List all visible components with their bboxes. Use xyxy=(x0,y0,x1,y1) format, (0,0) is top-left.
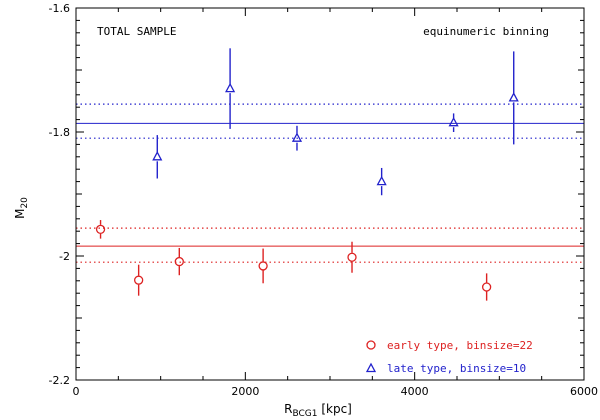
mean-lines xyxy=(76,122,584,247)
point-early xyxy=(347,252,357,262)
x-axis-title-sub: BCG1 xyxy=(292,409,317,419)
point-early xyxy=(258,261,268,271)
point-late xyxy=(152,150,163,161)
y-axis-title-text: M20 xyxy=(13,197,30,219)
point-early xyxy=(95,224,106,234)
point-late xyxy=(508,92,519,102)
y-tick-label: -2 xyxy=(59,250,70,263)
legend: early type, binsize=22 late type, binsiz… xyxy=(365,339,533,375)
annotation-binning: equinumeric binning xyxy=(423,25,549,38)
x-tick-label: 4000 xyxy=(401,385,429,398)
x-axis-title-unit: [kpc] xyxy=(318,402,352,416)
data-points xyxy=(95,48,519,301)
x-tick-label: 6000 xyxy=(570,385,598,398)
legend-label-early: early type, binsize=22 xyxy=(387,339,533,352)
y-tick-label: -1.8 xyxy=(49,126,70,139)
point-late xyxy=(448,116,459,127)
point-late xyxy=(225,82,236,93)
y-tick-label: -2.2 xyxy=(49,374,70,387)
x-axis-title-main: R xyxy=(284,402,292,416)
point-early xyxy=(481,282,492,292)
point-late xyxy=(291,132,303,142)
mean-bands xyxy=(76,103,584,263)
x-axis-title: RBCG1 [kpc] xyxy=(284,402,352,419)
legend-marker-early xyxy=(366,340,376,350)
legend-marker-late xyxy=(365,362,377,373)
x-tick-label: 2000 xyxy=(231,385,259,398)
point-early xyxy=(134,275,144,285)
legend-label-late: late type, binsize=10 xyxy=(387,362,526,375)
axis-ticks: 0 2000 4000 6000 -2.2 -2 -1.8 -1.6 xyxy=(49,2,598,398)
y-tick-label: -1.6 xyxy=(49,2,70,15)
annotation-total-sample: TOTAL SAMPLE xyxy=(97,25,176,38)
x-tick-label: 0 xyxy=(73,385,80,398)
point-late xyxy=(376,175,387,186)
point-early xyxy=(174,256,184,267)
y-axis-title: M20 xyxy=(13,197,30,219)
y-axis-title-main: M xyxy=(13,209,27,219)
y-axis-title-sub: 20 xyxy=(20,197,30,209)
